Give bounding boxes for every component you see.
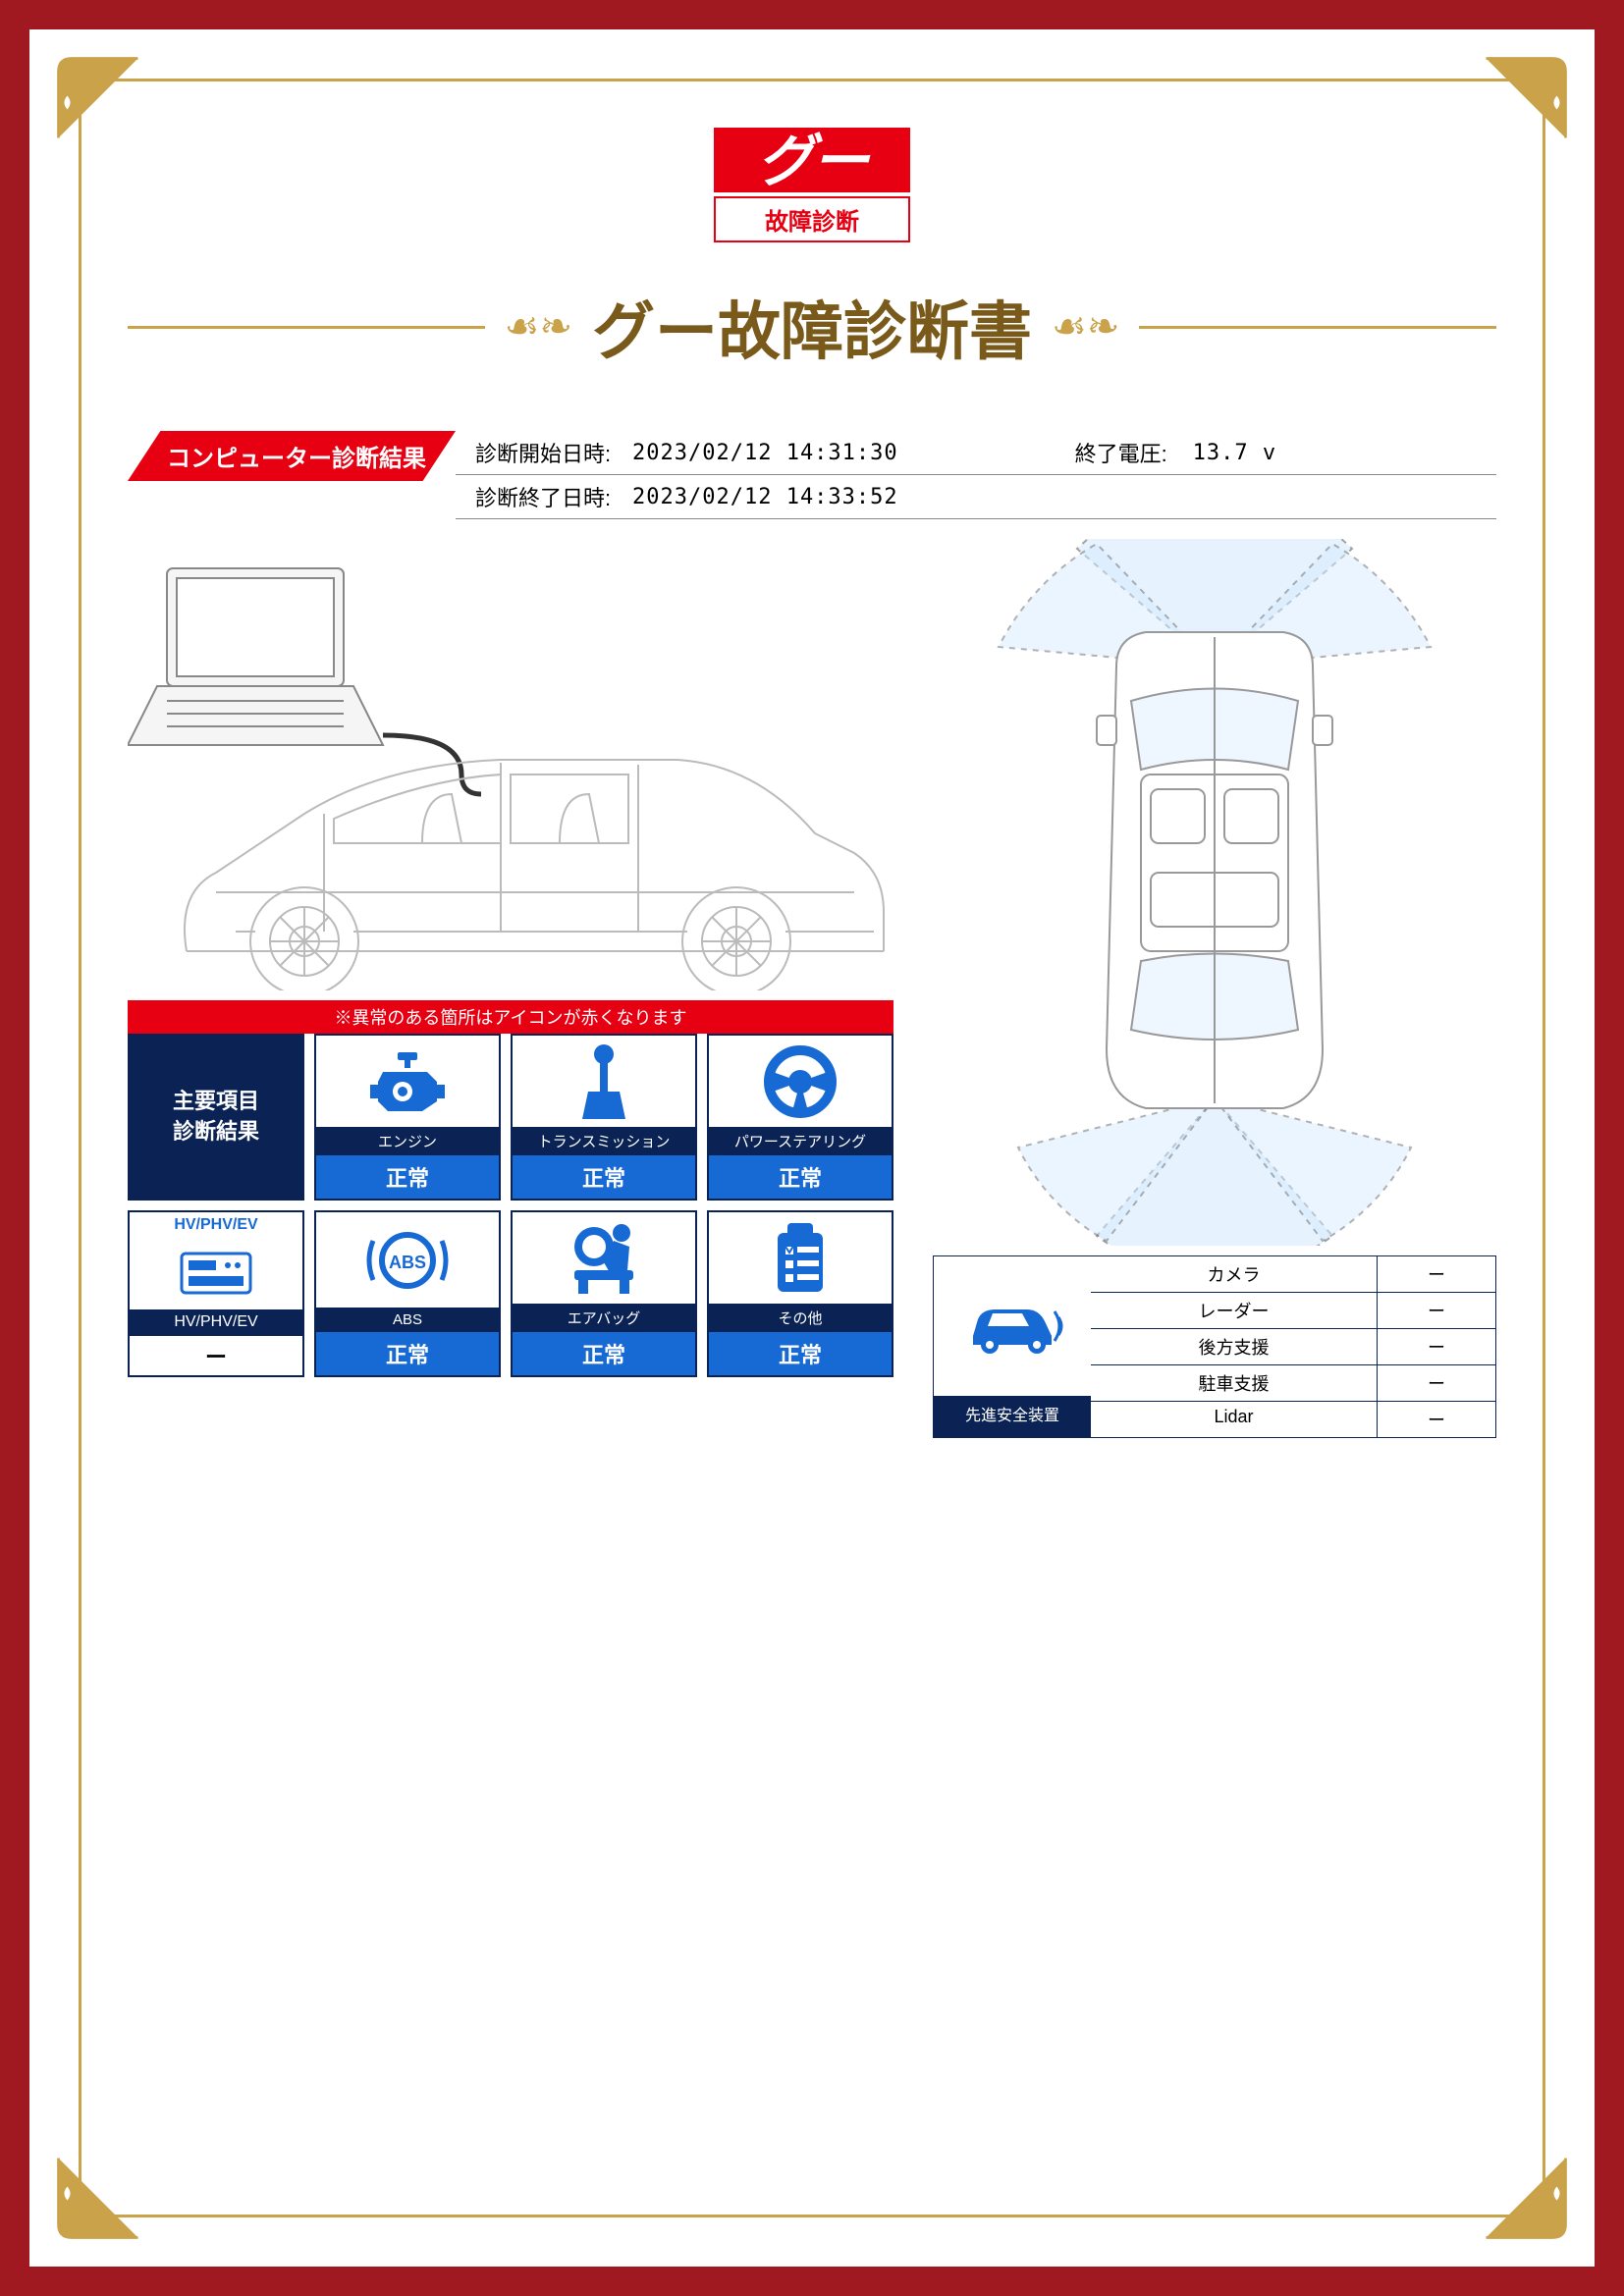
hv-top-label: HV/PHV/EV <box>130 1212 302 1236</box>
safety-name: 後方支援 <box>1091 1329 1378 1364</box>
diagnosis-meta: 診断開始日時: 2023/02/12 14:31:30 終了電圧: 13.7 v… <box>456 431 1496 519</box>
diag-card-other: その他正常 <box>707 1210 893 1377</box>
diag-status: 正常 <box>513 1155 695 1199</box>
end-label: 診断終了日時: <box>475 481 632 512</box>
voltage-value: 13.7 v <box>1193 441 1276 465</box>
steering-icon <box>709 1036 892 1127</box>
car-side-diagram <box>128 539 893 990</box>
safety-row: レーダーー <box>1091 1293 1495 1329</box>
svg-text:ABS: ABS <box>389 1253 426 1272</box>
safety-table: 先進安全装置 カメラーレーダーー後方支援ー駐車支援ーLidarー <box>933 1255 1496 1438</box>
document-title-row: ☙❧ グー故障診断書 ☙❧ <box>128 282 1496 372</box>
diag-card-steering: パワーステアリング正常 <box>707 1034 893 1201</box>
hv-icon <box>130 1236 302 1309</box>
safety-value: ー <box>1378 1402 1495 1437</box>
abs-icon: ABS <box>316 1212 499 1308</box>
diag-label: パワーステアリング <box>709 1127 892 1155</box>
engine-icon <box>316 1036 499 1127</box>
diag-status: 正常 <box>316 1332 499 1375</box>
diag-label: エアバッグ <box>513 1304 695 1332</box>
safety-lead-label: 先進安全装置 <box>965 1396 1059 1431</box>
safety-name: レーダー <box>1091 1293 1378 1328</box>
car-top-diagram <box>933 539 1496 1246</box>
start-label: 診断開始日時: <box>475 437 632 468</box>
diag-card-airbag: エアバッグ正常 <box>511 1210 697 1377</box>
safety-row: 後方支援ー <box>1091 1329 1495 1365</box>
diag-status: 正常 <box>709 1332 892 1375</box>
flourish-icon: ☙❧ <box>505 304 572 349</box>
logo-main: グー <box>714 128 910 192</box>
section-tab: コンピューター診断結果 <box>128 431 456 481</box>
diag-card-engine: エンジン正常 <box>314 1034 501 1201</box>
hv-status: ー <box>130 1335 302 1375</box>
diag-status: 正常 <box>709 1155 892 1199</box>
airbag-icon <box>513 1212 695 1304</box>
transmission-icon <box>513 1036 695 1127</box>
logo-sub: 故障診断 <box>714 196 910 242</box>
flourish-icon: ☙❧ <box>1052 304 1119 349</box>
safety-value: ー <box>1378 1329 1495 1364</box>
end-value: 2023/02/12 14:33:52 <box>632 485 898 509</box>
safety-name: Lidar <box>1091 1402 1378 1437</box>
diag-label: エンジン <box>316 1127 499 1155</box>
start-value: 2023/02/12 14:31:30 <box>632 441 898 465</box>
diag-label: トランスミッション <box>513 1127 695 1155</box>
safety-value: ー <box>1378 1256 1495 1292</box>
diag-label: ABS <box>316 1308 499 1332</box>
safety-car-icon <box>934 1256 1091 1396</box>
diag-card-abs: ABSABS正常 <box>314 1210 501 1377</box>
hv-card: HV/PHV/EV HV/PHV/EV <box>128 1210 304 1377</box>
diag-status: 正常 <box>513 1332 695 1375</box>
diag-label: その他 <box>709 1304 892 1332</box>
diag-card-transmission: トランスミッション正常 <box>511 1034 697 1201</box>
brand-logo: グー 故障診断 <box>714 128 910 242</box>
safety-value: ー <box>1378 1365 1495 1401</box>
safety-name: 駐車支援 <box>1091 1365 1378 1401</box>
safety-value: ー <box>1378 1293 1495 1328</box>
lead-box: 主要項目 診断結果 <box>128 1034 304 1201</box>
safety-row: カメラー <box>1091 1256 1495 1293</box>
safety-row: 駐車支援ー <box>1091 1365 1495 1402</box>
safety-name: カメラ <box>1091 1256 1378 1292</box>
lead-line1: 主要項目 <box>173 1087 259 1117</box>
lead-line2: 診断結果 <box>173 1117 259 1148</box>
safety-row: Lidarー <box>1091 1402 1495 1437</box>
other-icon <box>709 1212 892 1304</box>
hv-label: HV/PHV/EV <box>130 1309 302 1335</box>
warning-strip: ※異常のある箇所はアイコンが赤くなります <box>128 1000 893 1034</box>
diag-status: 正常 <box>316 1155 499 1199</box>
voltage-label: 終了電圧: <box>1075 437 1193 468</box>
document-title: グー故障診断書 <box>592 282 1032 372</box>
